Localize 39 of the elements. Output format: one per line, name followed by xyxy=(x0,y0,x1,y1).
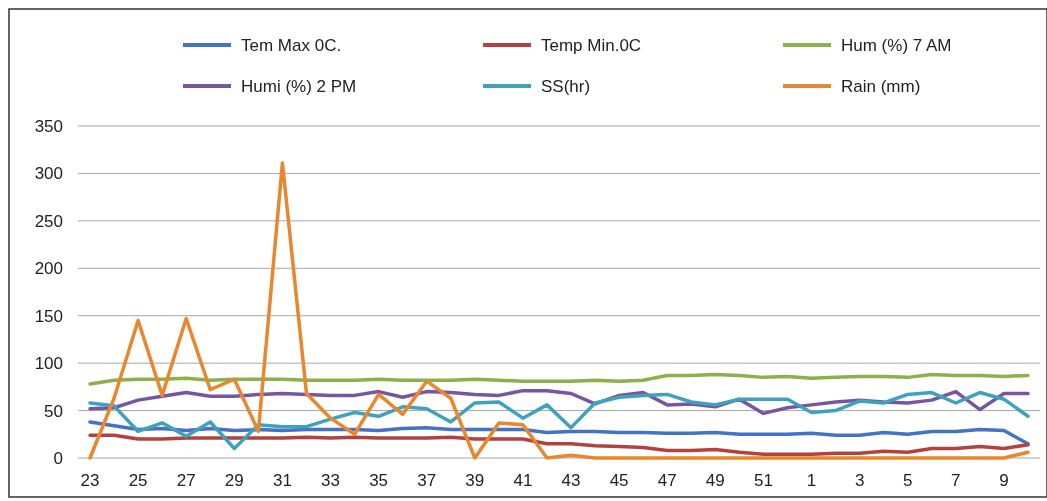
line-series xyxy=(88,161,1030,460)
y-tick-label: 300 xyxy=(34,164,63,184)
x-tick-label: 1 xyxy=(806,471,817,490)
x-tick-label: 9 xyxy=(999,471,1009,490)
x-tick-label: 33 xyxy=(321,471,340,490)
x-tick-label: 49 xyxy=(705,471,725,490)
line-series xyxy=(88,372,1030,386)
legend-label: Temp Min.0C xyxy=(541,35,642,55)
legend-label: SS(hr) xyxy=(541,76,591,96)
line-series xyxy=(88,433,1030,456)
y-tick-label: 250 xyxy=(34,211,63,231)
x-tick-label: 3 xyxy=(854,471,865,490)
x-tick-label: 5 xyxy=(902,471,913,490)
y-tick-label: 150 xyxy=(34,306,63,326)
legend-label: Humi (%) 2 PM xyxy=(241,76,357,96)
x-tick-label: 25 xyxy=(128,471,148,490)
legend-label: Tem Max 0C. xyxy=(241,35,342,55)
y-tick-label: 100 xyxy=(34,354,63,374)
x-tick-label: 29 xyxy=(224,471,244,490)
x-tick-label: 45 xyxy=(609,471,629,490)
x-tick-label: 7 xyxy=(951,471,961,490)
x-tick-label: 31 xyxy=(272,471,292,490)
x-tick-label: 37 xyxy=(417,471,437,490)
y-tick-label: 350 xyxy=(34,116,63,136)
x-tick-label: 51 xyxy=(753,471,773,490)
x-tick-label: 27 xyxy=(176,471,196,490)
x-tick-label: 35 xyxy=(369,471,389,490)
legend-label: Hum (%) 7 AM xyxy=(841,35,952,55)
x-tick-label: 39 xyxy=(465,471,485,490)
x-tick-label: 47 xyxy=(657,471,677,490)
x-tick-label: 41 xyxy=(513,471,533,490)
line-series xyxy=(88,420,1030,446)
y-tick-label: 0 xyxy=(53,448,63,468)
legend-label: Rain (mm) xyxy=(841,76,921,96)
y-tick-label: 200 xyxy=(34,259,63,279)
y-tick-label: 50 xyxy=(44,401,63,421)
x-tick-label: 43 xyxy=(561,471,581,490)
x-tick-label: 23 xyxy=(80,471,100,490)
line-series xyxy=(88,390,1030,451)
